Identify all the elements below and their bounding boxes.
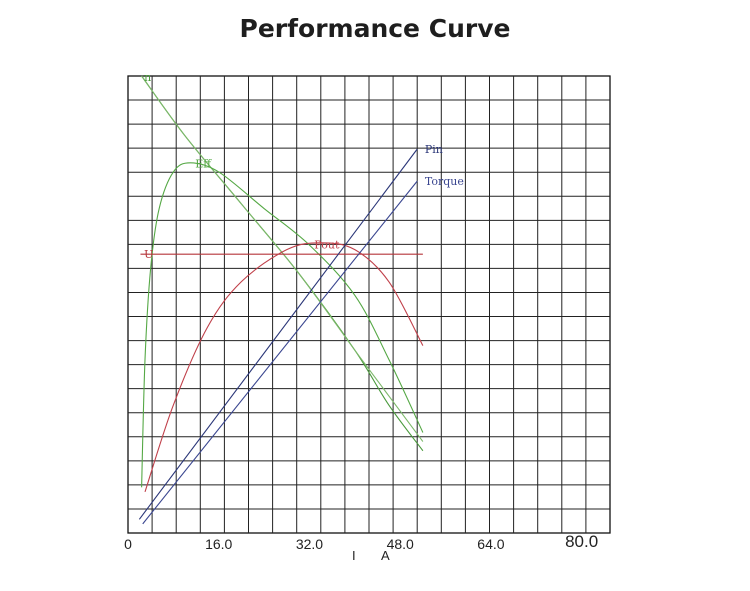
chart-curves [138, 75, 424, 525]
x-axis-label-i: I [352, 548, 356, 563]
curve-pin [138, 148, 418, 520]
x-tick-label: 32.0 [296, 536, 323, 552]
x-tick-label: 0 [124, 536, 132, 552]
x-tick-label: 16.0 [205, 536, 232, 552]
x-axis-label-unit: A [381, 548, 390, 563]
curve-torque [142, 180, 418, 525]
curve-label-torque: Torque [425, 175, 464, 188]
curve-eff [141, 162, 424, 488]
x-tick-label: 48.0 [387, 536, 414, 552]
curve-label-pin: Pin [425, 143, 443, 156]
x-tick-label: 64.0 [477, 536, 504, 552]
chart-title: Performance Curve [239, 14, 511, 43]
chart-curve-labels: n Eff U Pout Pin Torque [144, 71, 464, 261]
curve-label-u: U [144, 248, 153, 261]
curve-label-n: n [144, 71, 151, 84]
x-tick-label: 80.0 [565, 532, 598, 551]
curve-label-eff: Eff [195, 158, 212, 171]
x-axis-ticks: 0 16.0 32.0 48.0 64.0 80.0 [124, 532, 598, 552]
curve-pout [144, 242, 424, 493]
curve-label-pout: Pout [314, 239, 340, 252]
curve-n [141, 75, 424, 452]
chart-grid [127, 75, 611, 534]
curve-n [141, 75, 424, 442]
